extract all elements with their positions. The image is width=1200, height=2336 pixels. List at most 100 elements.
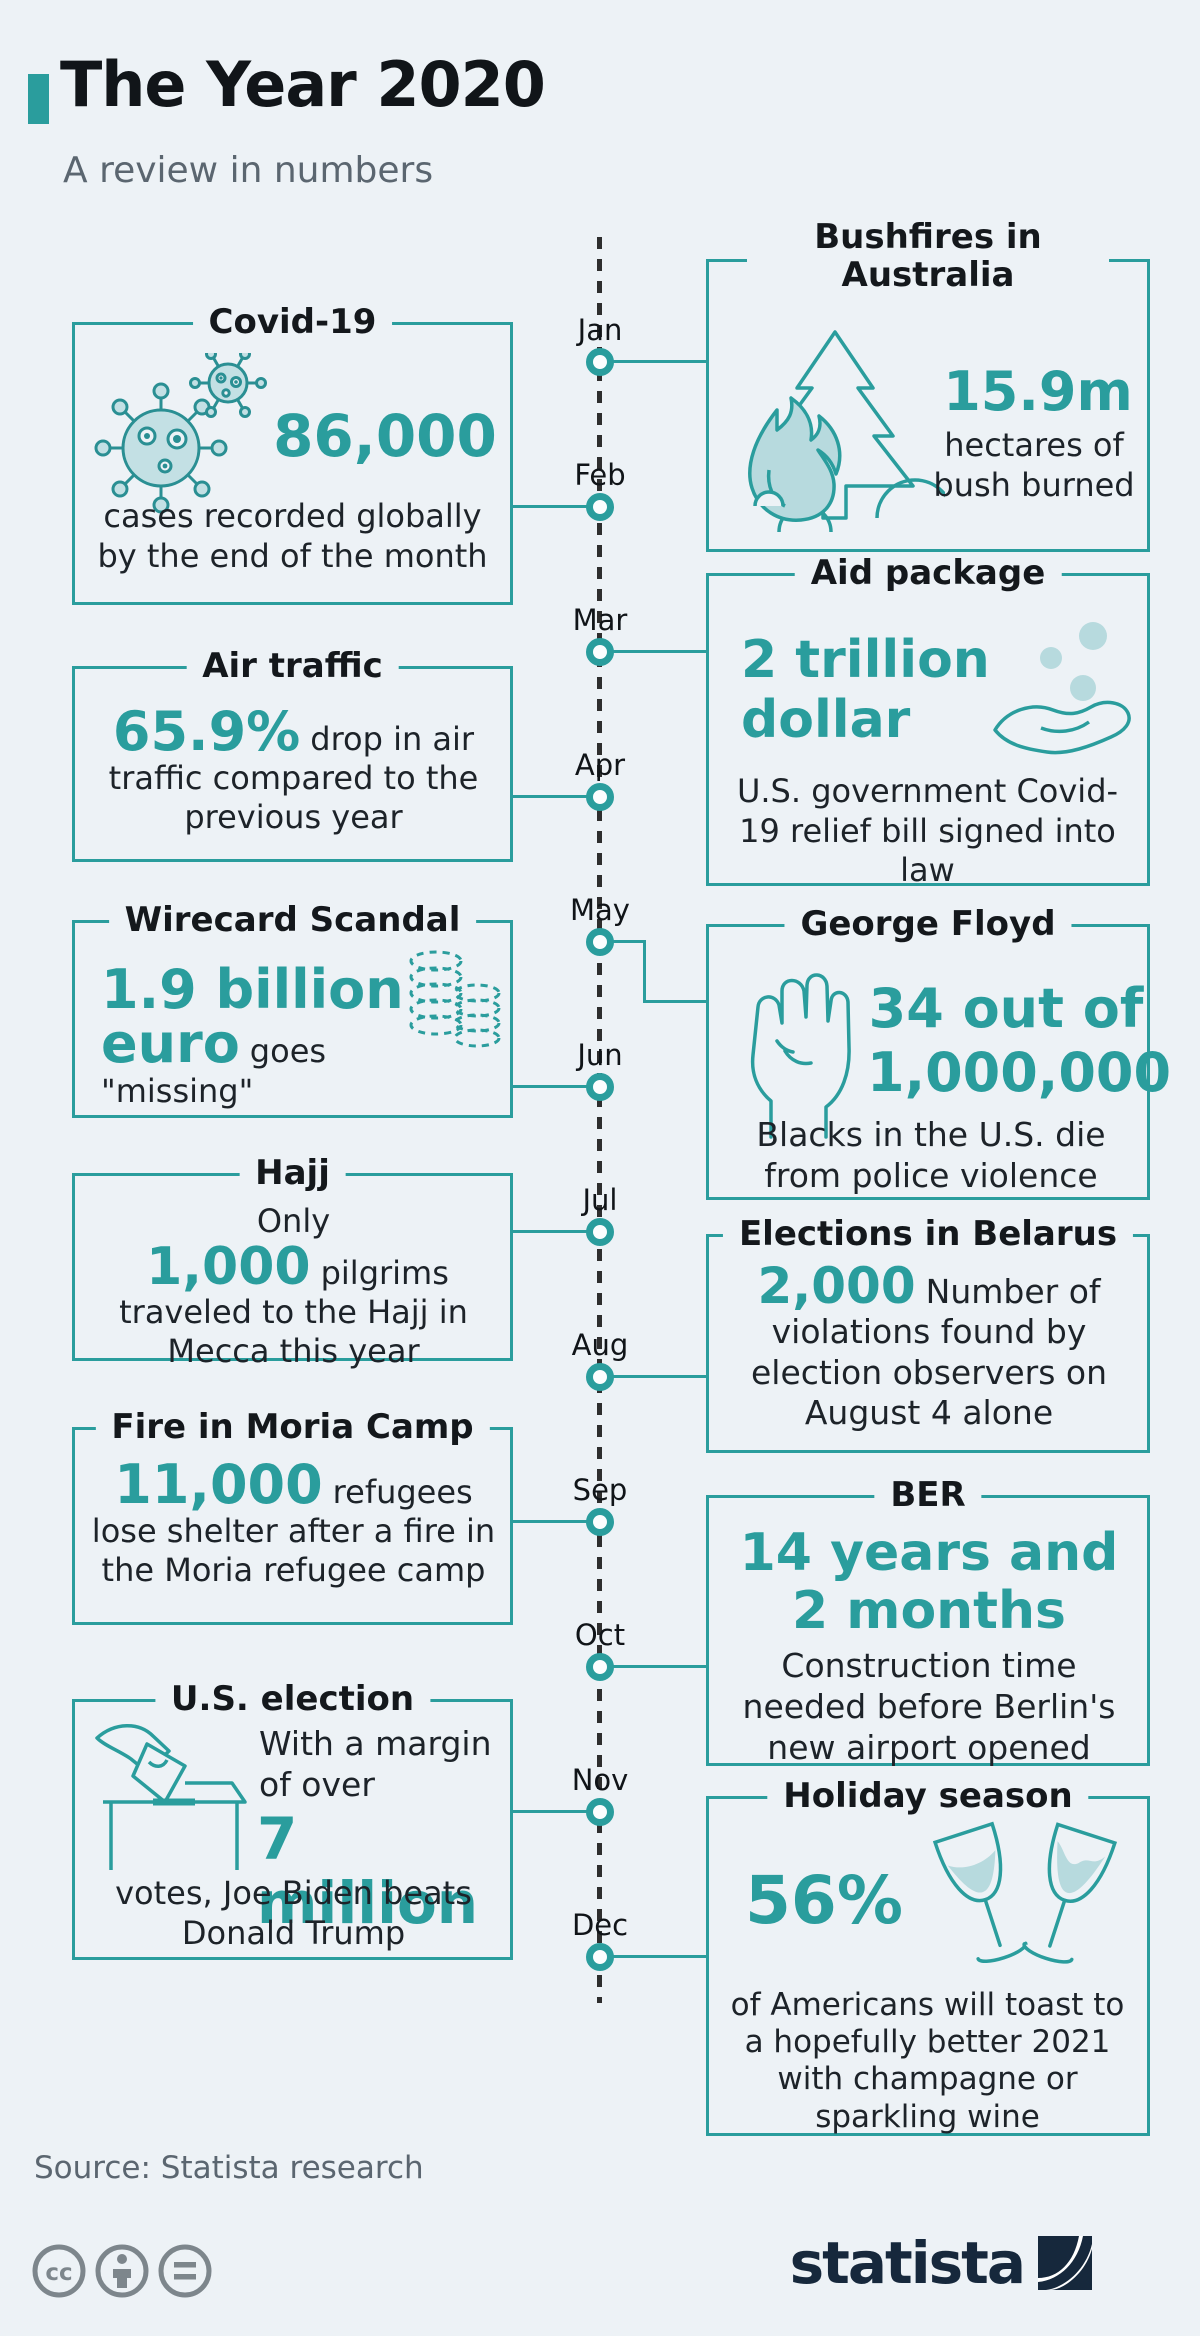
month-label-jul: Jul (582, 1183, 618, 1217)
event-value-election: 7 million (257, 1805, 479, 1937)
event-text-moria: 11,000 refugees lose shelter after a fire… (85, 1458, 502, 1590)
event-caption-belarus: Number of violations found by election o… (750, 1272, 1107, 1432)
event-value-covid: 86,000 (273, 402, 497, 470)
event-box-moria: Fire in Moria Camp 11,000 refugees lose s… (72, 1408, 513, 1625)
timeline-dot-jul (586, 1218, 614, 1246)
event-box-election: U.S. election With a margin of over 7 mi… (72, 1680, 513, 1960)
title-accent-square (28, 74, 49, 124)
month-label-apr: Apr (574, 748, 626, 782)
glasses-icon (909, 1817, 1139, 1987)
event-caption-election: votes, Joe Biden beats Donald Trump (115, 1874, 472, 1952)
svg-text:cc: cc (45, 2260, 72, 2286)
event-value-airtraffic: 65.9% (112, 700, 301, 763)
event-caption-holiday: of Americans will toast to a hopefully b… (730, 1987, 1125, 2135)
fire-tree-icon (717, 320, 945, 542)
event-caption-ber: Construction time needed before Berlin's… (742, 1646, 1116, 1767)
event-caption-airtraffic: drop in air traffic compared to the prev… (108, 720, 479, 837)
event-box-holiday: Holiday season 56% of Americans will toa… (706, 1777, 1150, 2136)
connector-sep (513, 1520, 587, 1523)
event-title-moria: Fire in Moria Camp (95, 1408, 490, 1446)
event-caption-inline-moria: refugees (332, 1473, 473, 1511)
connector-oct (613, 1665, 706, 1668)
event-value-floyd: 34 out of 1,000,000 (867, 977, 1172, 1104)
statista-logo: statista (790, 2234, 1092, 2292)
event-box-bushfires: Bushfires in Australia 15.9m hectares of… (706, 218, 1150, 552)
month-label-oct: Oct (574, 1618, 626, 1652)
connector-may-v (643, 940, 646, 1003)
month-label-may: May (570, 893, 630, 927)
statista-logo-mark (1038, 2236, 1092, 2290)
hand-coins-icon (981, 622, 1141, 778)
timeline-dot-jan (586, 348, 614, 376)
connector-jun (513, 1085, 587, 1088)
month-label-feb: Feb (574, 458, 626, 492)
timeline-dot-jun (586, 1073, 614, 1101)
event-title-hajj: Hajj (239, 1154, 346, 1192)
month-label-jan: Jan (577, 313, 623, 347)
event-box-belarus: Elections in Belarus 2,000 Number of viol… (706, 1215, 1150, 1453)
cc-icon: cc (32, 2244, 86, 2298)
timeline-dot-mar (586, 638, 614, 666)
event-title-aid: Aid package (794, 554, 1062, 592)
event-box-wirecard: Wirecard Scandal 1.9 billion euro goes "m… (72, 901, 513, 1118)
fist-icon (725, 955, 875, 1145)
connector-jul (513, 1230, 587, 1233)
page-subtitle: A review in numbers (63, 150, 434, 191)
month-label-nov: Nov (571, 1763, 629, 1797)
event-caption-aid: U.S. government Covid-19 relief bill sig… (736, 772, 1119, 890)
connector-feb (513, 505, 587, 508)
timeline-dot-may (586, 928, 614, 956)
timeline-dot-oct (586, 1653, 614, 1681)
timeline-dot-aug (586, 1363, 614, 1391)
event-value-aid: 2 trillion dollar (741, 630, 990, 750)
event-title-election: U.S. election (154, 1680, 431, 1718)
event-text-hajj: Only 1,000 pilgrims traveled to the Hajj … (97, 1202, 490, 1371)
event-caption-hajj: pilgrims traveled to the Hajj in Mecca t… (119, 1254, 468, 1371)
event-title-wirecard: Wirecard Scandal (108, 901, 477, 939)
ballot-box-icon (89, 1718, 259, 1878)
month-label-aug: Aug (571, 1328, 629, 1362)
event-value-moria: 11,000 (114, 1453, 323, 1516)
timeline-dashed-line (597, 237, 602, 2003)
connector-jan (613, 360, 706, 363)
page-title: The Year 2020 (60, 48, 546, 121)
event-value-hajj: 1,000 (146, 1237, 311, 1298)
event-box-aid: Aid package 2 trillion dollar U.S. gover… (706, 554, 1150, 889)
event-caption-moria: lose shelter after a fire in the Moria r… (91, 1512, 496, 1590)
connector-apr (513, 795, 587, 798)
event-box-floyd: George Floyd 34 out of 1,000,000 Blacks … (706, 905, 1172, 1200)
event-caption-floyd: Blacks in the U.S. die from police viole… (756, 1115, 1106, 1195)
event-value-holiday: 56% (745, 1862, 903, 1939)
statista-logo-text: statista (789, 2229, 1026, 2297)
event-text-belarus: 2,000 Number of violations found by elect… (729, 1261, 1129, 1433)
month-label-dec: Dec (571, 1908, 629, 1942)
timeline-dot-sep (586, 1508, 614, 1536)
timeline-dot-apr (586, 783, 614, 811)
event-caption-wirecard: goes "missing" (101, 1032, 327, 1110)
coin-stacks-icon (400, 945, 504, 1055)
cc-license-icons: cc (32, 2244, 212, 2298)
event-lead-election: With a margin of over (259, 1724, 492, 1804)
event-title-belarus: Elections in Belarus (722, 1215, 1134, 1253)
connector-may-h1 (613, 940, 646, 943)
event-box-hajj: Hajj Only 1,000 pilgrims traveled to the … (72, 1154, 513, 1370)
event-title-airtraffic: Air traffic (186, 647, 399, 685)
connector-may-h2 (643, 1000, 706, 1003)
connector-aug (613, 1375, 706, 1378)
connector-dec (613, 1955, 706, 1958)
event-text-wirecard: 1.9 billion euro goes "missing" (101, 963, 471, 1111)
event-caption-covid: cases recorded globally by the end of th… (97, 497, 488, 575)
event-value-bushfires: 15.9m (943, 360, 1133, 423)
event-lead-hajj: Only (256, 1202, 331, 1240)
month-label-jun: Jun (577, 1038, 623, 1072)
event-title-covid: Covid-19 (192, 303, 393, 341)
month-label-mar: Mar (572, 603, 628, 637)
timeline-dot-feb (586, 493, 614, 521)
connector-mar (613, 650, 706, 653)
event-caption-bushfires: hectares of bush burned (933, 426, 1135, 504)
event-text-airtraffic: 65.9% drop in air traffic compared to the… (103, 705, 484, 837)
nd-icon (158, 2244, 212, 2298)
month-label-sep: Sep (572, 1473, 628, 1507)
event-title-ber: BER (874, 1476, 982, 1514)
connector-nov (513, 1810, 587, 1813)
